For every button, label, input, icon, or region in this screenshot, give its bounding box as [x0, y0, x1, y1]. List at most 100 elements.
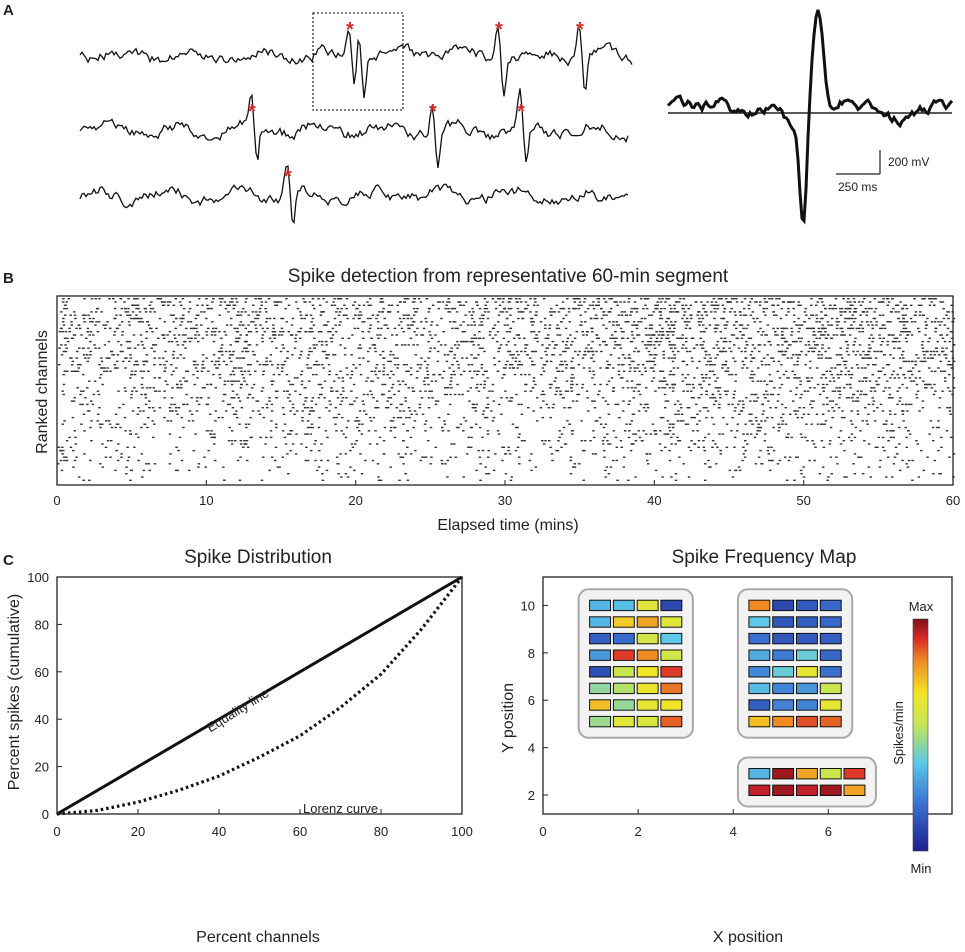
- zoom-box: [312, 12, 404, 111]
- distribution-y-tick-label: 100: [27, 570, 49, 585]
- lorenz-curve: [56, 576, 464, 816]
- electrode-cell: [819, 784, 842, 796]
- electrode-cell: [819, 649, 842, 661]
- raster-xlabel: Elapsed time (mins): [437, 517, 578, 534]
- electrode-cell: [748, 682, 771, 695]
- electrode-cell: [660, 599, 683, 612]
- map-y-tick-label: 4: [528, 741, 535, 756]
- electrode-cell: [819, 632, 842, 645]
- panel-c-label: C: [3, 552, 14, 569]
- map-y-tick-label: 10: [521, 598, 535, 613]
- frequency-map-title: Spike Frequency Map: [672, 547, 857, 568]
- frequency-map-ticks: 02468246810: [521, 598, 928, 839]
- electrode-cell: [612, 699, 635, 711]
- electrode-cell: [748, 632, 771, 645]
- electrode-cell: [636, 666, 659, 678]
- raster-x-tick-label: 20: [348, 493, 362, 508]
- electrode-cell: [748, 649, 771, 661]
- electrode-cell: [748, 666, 771, 678]
- map-y-tick-label: 6: [528, 693, 535, 708]
- distribution-y-tick-label: 20: [35, 760, 49, 775]
- electrode-cell: [660, 616, 683, 628]
- electrode-cell: [796, 632, 818, 645]
- lorenz-curve-label: Lorenz curve: [303, 801, 378, 816]
- electrode-cell: [612, 666, 635, 678]
- electrode-cell: [612, 632, 635, 645]
- electrode-cell: [636, 699, 659, 711]
- spike-marker: *: [517, 101, 525, 123]
- eeg-trace-2: [79, 88, 629, 168]
- panel-b-label: B: [3, 270, 14, 287]
- electrode-cell: [772, 715, 795, 728]
- distribution-ylabel: Percent spikes (cumulative): [6, 594, 23, 791]
- raster-x-tick-label: 60: [946, 493, 960, 508]
- electrode-cell: [819, 666, 842, 678]
- frequency-map-ylabel: Y position: [500, 683, 517, 753]
- eeg-traces: [79, 26, 633, 225]
- colorbar-label: Spikes/min: [891, 701, 906, 765]
- electrode-cell: [589, 699, 611, 711]
- spike-marker: *: [346, 19, 354, 41]
- distribution-y-tick-label: 40: [35, 712, 49, 727]
- electrode-cell: [589, 599, 611, 612]
- electrode-cell: [748, 599, 771, 612]
- raster-x-ticks: 0 10 20 30 40 50 60: [53, 480, 960, 508]
- raster-x-tick-label: 30: [498, 493, 512, 508]
- electrode-cell: [660, 632, 683, 645]
- distribution-title: Spike Distribution: [184, 547, 332, 568]
- electrode-cell: [660, 682, 683, 695]
- electrode-cell: [748, 699, 771, 711]
- spike-raster: [57, 298, 956, 481]
- electrode-cell: [636, 632, 659, 645]
- spike-marker: *: [495, 19, 503, 41]
- electrode-cell: [612, 682, 635, 695]
- electrode-cell: [636, 682, 659, 695]
- electrode-cell: [843, 768, 866, 780]
- electrode-cell: [612, 616, 635, 628]
- electrode-cell: [660, 649, 683, 661]
- electrode-cell: [819, 616, 842, 628]
- panel-a-label: A: [3, 2, 14, 19]
- distribution-x-tick-label: 80: [374, 824, 388, 839]
- electrode-cell: [772, 599, 795, 612]
- raster-ylabel: Ranked channels: [34, 330, 51, 454]
- eeg-trace-3: [79, 165, 629, 225]
- distribution-y-tick-label: 60: [35, 665, 49, 680]
- electrode-cell: [589, 715, 611, 728]
- electrode-cell: [796, 699, 818, 711]
- array-right: [736, 588, 854, 739]
- electrode-cell: [748, 616, 771, 628]
- electrode-cell: [819, 768, 842, 780]
- electrode-cell: [636, 715, 659, 728]
- electrode-cell: [772, 616, 795, 628]
- spike-markers: * * * * * * *: [248, 19, 584, 188]
- electrode-cell: [589, 682, 611, 695]
- frequency-map-frame: [542, 576, 953, 815]
- electrode-cell: [748, 715, 771, 728]
- scalebar-time-label: 250 ms: [838, 180, 877, 194]
- electrode-cell: [660, 715, 683, 728]
- electrode-arrays: [577, 588, 877, 808]
- equality-line-label: Equality line: [204, 685, 271, 735]
- electrode-cell: [636, 649, 659, 661]
- electrode-cell: [589, 616, 611, 628]
- electrode-cell: [748, 768, 771, 780]
- map-y-tick-label: 8: [528, 646, 535, 661]
- electrode-cell: [796, 784, 818, 796]
- map-x-tick-label: 6: [825, 824, 832, 839]
- electrode-cell: [612, 649, 635, 661]
- electrode-cell: [772, 768, 795, 780]
- distribution-x-tick-label: 20: [131, 824, 145, 839]
- electrode-cell: [796, 715, 818, 728]
- electrode-cell: [589, 632, 611, 645]
- distribution-x-tick-label: 40: [212, 824, 226, 839]
- electrode-cell: [636, 599, 659, 612]
- electrode-cell: [772, 784, 795, 796]
- raster-title: Spike detection from representative 60-m…: [288, 266, 729, 287]
- map-y-tick-label: 2: [528, 788, 535, 803]
- electrode-cell: [589, 649, 611, 661]
- electrode-cell: [612, 715, 635, 728]
- raster-x-tick-label: 40: [647, 493, 661, 508]
- electrode-cell: [819, 599, 842, 612]
